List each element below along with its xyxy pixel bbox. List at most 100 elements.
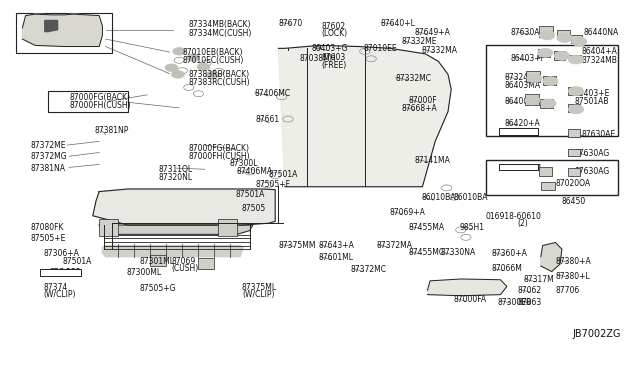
Text: 87311QL: 87311QL — [159, 165, 193, 174]
Bar — [538, 49, 550, 57]
Text: 87372MC: 87372MC — [351, 265, 387, 274]
Text: 87381NP: 87381NP — [95, 126, 129, 135]
Text: SEC.253: SEC.253 — [50, 268, 81, 277]
Bar — [525, 94, 539, 105]
Text: 87020OA: 87020OA — [556, 179, 591, 187]
Text: 87372MG: 87372MG — [31, 153, 67, 161]
Bar — [568, 104, 580, 112]
Circle shape — [568, 105, 584, 114]
Circle shape — [197, 63, 210, 71]
Text: 87372MA: 87372MA — [376, 241, 412, 250]
Text: 87320NL: 87320NL — [159, 173, 193, 182]
Bar — [557, 30, 570, 39]
Text: 87000FH(CUSH): 87000FH(CUSH) — [189, 153, 250, 161]
Text: 87501A: 87501A — [63, 257, 92, 266]
Text: 86403MA: 86403MA — [504, 81, 540, 90]
Text: 87630AE: 87630AE — [581, 130, 616, 139]
Bar — [526, 71, 540, 82]
Bar — [16, 13, 112, 53]
Text: (FREE): (FREE) — [321, 61, 346, 70]
Text: (CUSH): (CUSH) — [172, 264, 199, 273]
Text: 87381NA: 87381NA — [31, 164, 66, 173]
Circle shape — [554, 51, 570, 60]
Text: 87406MA: 87406MA — [237, 167, 273, 176]
Polygon shape — [93, 189, 275, 225]
Text: 87000FH(CUSH): 87000FH(CUSH) — [69, 101, 131, 110]
Polygon shape — [99, 225, 253, 234]
Text: 87375MM: 87375MM — [278, 241, 316, 250]
Text: (W/CLIP): (W/CLIP) — [44, 290, 76, 299]
Polygon shape — [45, 20, 58, 32]
Text: 86404+A: 86404+A — [581, 47, 617, 56]
Circle shape — [557, 33, 572, 42]
Text: 87069: 87069 — [172, 257, 196, 266]
Bar — [539, 26, 553, 37]
Text: 87668+A: 87668+A — [402, 104, 438, 113]
Text: 87324MB: 87324MB — [581, 56, 617, 65]
Text: SEC.284: SEC.284 — [511, 164, 542, 173]
Bar — [99, 219, 118, 236]
Text: 86403+E: 86403+E — [575, 89, 610, 98]
Bar — [543, 76, 556, 85]
Text: 87063: 87063 — [517, 298, 541, 307]
Text: 86420+A: 86420+A — [504, 119, 540, 128]
Circle shape — [527, 74, 542, 83]
Text: 87000FG(BACK): 87000FG(BACK) — [69, 93, 130, 102]
Circle shape — [538, 48, 553, 57]
Bar — [568, 87, 580, 95]
Text: 87301ML: 87301ML — [140, 257, 175, 266]
Text: 87630AG: 87630AG — [575, 149, 610, 158]
Text: 87306+A: 87306+A — [44, 249, 79, 258]
Text: 87334MB(BACK): 87334MB(BACK) — [189, 20, 252, 29]
Text: 87501A: 87501A — [236, 190, 265, 199]
Text: 87505: 87505 — [242, 204, 266, 213]
Polygon shape — [428, 279, 507, 296]
Polygon shape — [278, 45, 451, 187]
Text: 87603: 87603 — [321, 53, 346, 62]
Text: 985H1: 985H1 — [460, 223, 484, 232]
Text: 87455MC: 87455MC — [408, 248, 444, 257]
Bar — [486, 160, 618, 195]
Text: 87010EE: 87010EE — [364, 44, 397, 53]
Polygon shape — [22, 14, 102, 46]
Text: 87501A: 87501A — [269, 170, 298, 179]
Text: 87601ML: 87601ML — [319, 253, 354, 262]
Text: 87010EB(BACK): 87010EB(BACK) — [182, 48, 243, 57]
Text: 87383RB(BACK): 87383RB(BACK) — [189, 70, 250, 79]
Text: 87455MA: 87455MA — [408, 223, 444, 232]
Circle shape — [568, 87, 584, 96]
Bar — [499, 164, 538, 170]
Text: 87324HC: 87324HC — [504, 73, 540, 82]
Text: 87670: 87670 — [278, 19, 303, 28]
Text: 87000FA: 87000FA — [453, 295, 486, 304]
Text: 87000FG(BACK): 87000FG(BACK) — [189, 144, 250, 153]
Text: 87706: 87706 — [556, 286, 580, 295]
Bar — [554, 51, 565, 60]
Text: 87375ML: 87375ML — [242, 283, 277, 292]
Bar — [218, 219, 237, 236]
Bar — [499, 128, 538, 135]
Text: 87501AB: 87501AB — [575, 97, 609, 106]
Text: 86010BA: 86010BA — [453, 193, 488, 202]
Bar — [540, 99, 553, 108]
Text: 87000F: 87000F — [408, 96, 437, 105]
Text: 87649+A: 87649+A — [415, 28, 451, 37]
Text: 87066M: 87066M — [492, 264, 522, 273]
Circle shape — [165, 64, 178, 71]
Text: 87038MH: 87038MH — [300, 54, 336, 63]
Circle shape — [568, 55, 584, 64]
Text: 87300ML: 87300ML — [127, 268, 162, 277]
Bar — [568, 129, 580, 137]
Text: 87602: 87602 — [321, 22, 346, 31]
Text: 86440NA: 86440NA — [584, 28, 619, 37]
Polygon shape — [541, 243, 562, 272]
Circle shape — [543, 77, 558, 86]
Text: (2): (2) — [517, 219, 528, 228]
Text: 86406MA: 86406MA — [504, 97, 540, 106]
Text: 87062: 87062 — [517, 286, 541, 295]
Bar — [40, 269, 81, 276]
Text: JB7002ZG: JB7002ZG — [573, 329, 621, 339]
Bar — [568, 168, 580, 176]
Circle shape — [173, 48, 186, 55]
Text: 87630AF: 87630AF — [511, 28, 545, 37]
